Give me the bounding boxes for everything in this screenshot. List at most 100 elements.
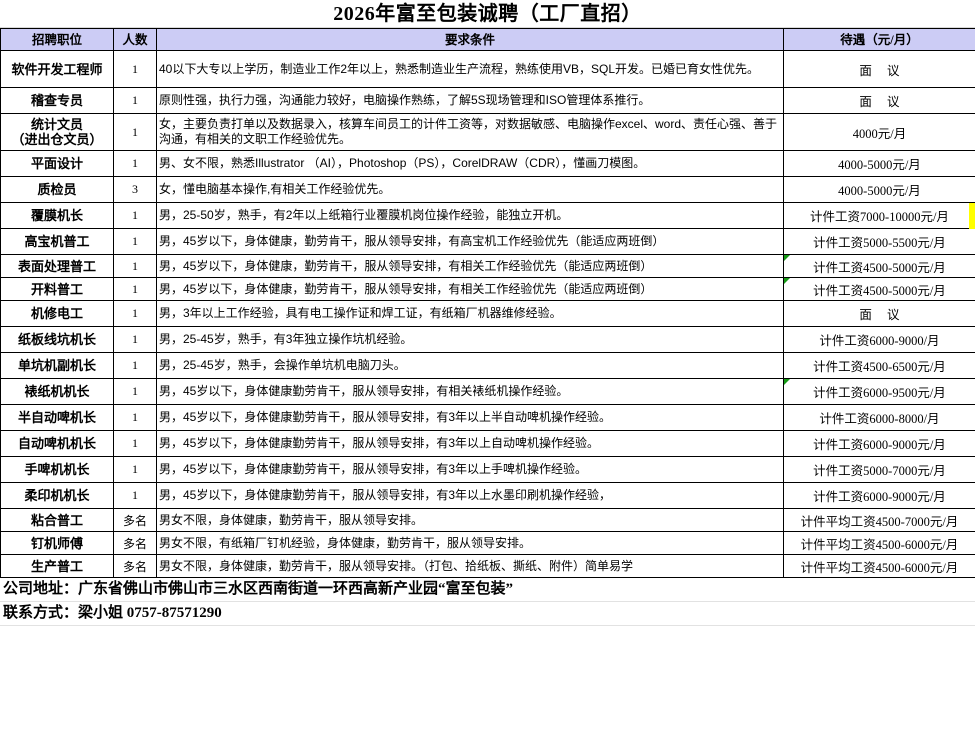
cell-headcount[interactable]: 1 bbox=[113, 50, 157, 88]
cell-headcount[interactable]: 3 bbox=[113, 176, 157, 203]
cell-requirements[interactable]: 男，25-50岁，熟手，有2年以上纸箱行业覆膜机岗位操作经验，能独立开机。 bbox=[156, 202, 784, 229]
cell-position[interactable]: 钉机师傅 bbox=[0, 531, 114, 555]
table-row[interactable]: 单坑机副机长 1 男，25-45岁，熟手，会操作单坑机电脑刀头。 计件工资4500-6… bbox=[0, 352, 975, 379]
cell-pay[interactable]: 4000-5000元/月 bbox=[783, 176, 975, 203]
cell-headcount[interactable]: 1 bbox=[113, 430, 157, 457]
table-row[interactable]: 粘合普工 多名 男女不限，身体健康，勤劳肯干，服从领导安排。 计件平均工资4500-7… bbox=[0, 508, 975, 532]
cell-requirements[interactable]: 40以下大专以上学历，制造业工作2年以上，熟悉制造业生产流程，熟练使用VB，SQ… bbox=[156, 50, 784, 88]
cell-position[interactable]: 裱纸机机长 bbox=[0, 378, 114, 405]
cell-position[interactable]: 纸板线坑机长 bbox=[0, 326, 114, 353]
cell-position[interactable]: 手啤机机长 bbox=[0, 456, 114, 483]
table-row[interactable]: 开料普工 1 男，45岁以下，身体健康，勤劳肯干，服从领导安排，有相关工作经验优先（… bbox=[0, 277, 975, 301]
cell-requirements[interactable]: 男、女不限，熟悉Illustrator （AI），Photoshop（PS），C… bbox=[156, 150, 784, 177]
cell-pay[interactable]: 计件工资6000-8000/月 bbox=[783, 404, 975, 431]
cell-position[interactable]: 单坑机副机长 bbox=[0, 352, 114, 379]
table-row[interactable]: 质检员 3 女，懂电脑基本操作,有相关工作经验优先。 4000-5000元/月 bbox=[0, 176, 975, 203]
cell-headcount[interactable]: 1 bbox=[113, 150, 157, 177]
cell-requirements[interactable]: 男，45岁以下，身体健康勤劳肯干，服从领导安排，有3年以上自动啤机操作经验。 bbox=[156, 430, 784, 457]
cell-pay[interactable]: 计件工资4500-5000元/月 bbox=[783, 254, 975, 278]
cell-pay[interactable]: 面 议 bbox=[783, 50, 975, 88]
cell-headcount[interactable]: 1 bbox=[113, 113, 157, 151]
cell-requirements[interactable]: 女，懂电脑基本操作,有相关工作经验优先。 bbox=[156, 176, 784, 203]
cell-headcount[interactable]: 1 bbox=[113, 228, 157, 255]
cell-pay[interactable]: 计件工资6000-9000元/月 bbox=[783, 430, 975, 457]
cell-position[interactable]: 粘合普工 bbox=[0, 508, 114, 532]
cell-headcount[interactable]: 1 bbox=[113, 456, 157, 483]
cell-pay[interactable]: 计件工资7000-10000元/月 bbox=[783, 202, 975, 229]
cell-pay[interactable]: 计件工资6000-9000/月 bbox=[783, 326, 975, 353]
cell-headcount[interactable]: 1 bbox=[113, 404, 157, 431]
cell-position[interactable]: 表面处理普工 bbox=[0, 254, 114, 278]
cell-position[interactable]: 半自动啤机长 bbox=[0, 404, 114, 431]
table-row[interactable]: 统计文员 （进出仓文员） 1 女，主要负责打单以及数据录入，核算车间员工的计件工资等… bbox=[0, 113, 975, 151]
cell-headcount[interactable]: 1 bbox=[113, 202, 157, 229]
cell-requirements[interactable]: 男女不限，身体健康，勤劳肯干，服从领导安排。 bbox=[156, 508, 784, 532]
table-row[interactable]: 手啤机机长 1 男，45岁以下，身体健康勤劳肯干，服从领导安排，有3年以上手啤机操作… bbox=[0, 456, 975, 483]
cell-position[interactable]: 软件开发工程师 bbox=[0, 50, 114, 88]
cell-requirements[interactable]: 男，45岁以下，身体健康，勤劳肯干，服从领导安排，有相关工作经验优先（能适应两班… bbox=[156, 277, 784, 301]
cell-position[interactable]: 开料普工 bbox=[0, 277, 114, 301]
cell-position[interactable]: 柔印机机长 bbox=[0, 482, 114, 509]
cell-headcount[interactable]: 1 bbox=[113, 482, 157, 509]
cell-position[interactable]: 覆膜机长 bbox=[0, 202, 114, 229]
cell-pay[interactable]: 计件工资4500-6500元/月 bbox=[783, 352, 975, 379]
cell-requirements[interactable]: 男，45岁以下，身体健康勤劳肯干，服从领导安排，有3年以上手啤机操作经验。 bbox=[156, 456, 784, 483]
cell-pay[interactable]: 计件工资4500-5000元/月 bbox=[783, 277, 975, 301]
cell-position[interactable]: 统计文员 （进出仓文员） bbox=[0, 113, 114, 151]
cell-position[interactable]: 质检员 bbox=[0, 176, 114, 203]
cell-requirements[interactable]: 男，45岁以下，身体健康勤劳肯干，服从领导安排，有相关裱纸机操作经验。 bbox=[156, 378, 784, 405]
table-row[interactable]: 平面设计 1 男、女不限，熟悉Illustrator （AI），Photoshop（… bbox=[0, 150, 975, 177]
cell-pay[interactable]: 计件工资5000-7000元/月 bbox=[783, 456, 975, 483]
cell-headcount[interactable]: 多名 bbox=[113, 531, 157, 555]
cell-requirements[interactable]: 女，主要负责打单以及数据录入，核算车间员工的计件工资等，对数据敏感、电脑操作ex… bbox=[156, 113, 784, 151]
cell-requirements[interactable]: 男，25-45岁，熟手，会操作单坑机电脑刀头。 bbox=[156, 352, 784, 379]
cell-requirements[interactable]: 男女不限，有纸箱厂钉机经验，身体健康，勤劳肯干，服从领导安排。 bbox=[156, 531, 784, 555]
cell-position[interactable]: 自动啤机机长 bbox=[0, 430, 114, 457]
cell-pay[interactable]: 计件平均工资4500-6000元/月 bbox=[783, 531, 975, 555]
cell-requirements[interactable]: 男，45岁以下，身体健康，勤劳肯干，服从领导安排，有高宝机工作经验优先（能适应两… bbox=[156, 228, 784, 255]
cell-headcount[interactable]: 1 bbox=[113, 326, 157, 353]
table-row[interactable]: 高宝机普工 1 男，45岁以下，身体健康，勤劳肯干，服从领导安排，有高宝机工作经验优… bbox=[0, 228, 975, 255]
cell-pay[interactable]: 4000元/月 bbox=[783, 113, 975, 151]
cell-headcount[interactable]: 1 bbox=[113, 87, 157, 114]
cell-requirements[interactable]: 男，45岁以下，身体健康，勤劳肯干，服从领导安排，有相关工作经验优先（能适应两班… bbox=[156, 254, 784, 278]
table-row[interactable]: 半自动啤机长 1 男，45岁以下，身体健康勤劳肯干，服从领导安排，有3年以上半自动啤… bbox=[0, 404, 975, 431]
cell-requirements[interactable]: 男，45岁以下，身体健康勤劳肯干，服从领导安排，有3年以上半自动啤机操作经验。 bbox=[156, 404, 784, 431]
cell-requirements[interactable]: 男，25-45岁，熟手，有3年独立操作坑机经验。 bbox=[156, 326, 784, 353]
cell-position[interactable]: 平面设计 bbox=[0, 150, 114, 177]
cell-requirements[interactable]: 男，45岁以下，身体健康勤劳肯干，服从领导安排，有3年以上水墨印刷机操作经验， bbox=[156, 482, 784, 509]
table-row[interactable]: 生产普工 多名 男女不限，身体健康，勤劳肯干，服从领导安排。（打包、拾纸板、撕纸、附… bbox=[0, 554, 975, 578]
cell-pay[interactable]: 计件工资6000-9000元/月 bbox=[783, 482, 975, 509]
table-row[interactable]: 机修电工 1 男，3年以上工作经验，具有电工操作证和焊工证，有纸箱厂机器维修经验。面… bbox=[0, 300, 975, 327]
cell-pay[interactable]: 面 议 bbox=[783, 300, 975, 327]
table-row[interactable]: 表面处理普工 1 男，45岁以下，身体健康，勤劳肯干，服从领导安排，有相关工作经验优… bbox=[0, 254, 975, 278]
cell-headcount[interactable]: 1 bbox=[113, 277, 157, 301]
cell-pay[interactable]: 计件工资5000-5500元/月 bbox=[783, 228, 975, 255]
cell-position[interactable]: 高宝机普工 bbox=[0, 228, 114, 255]
table-row[interactable]: 裱纸机机长 1 男，45岁以下，身体健康勤劳肯干，服从领导安排，有相关裱纸机操作经验… bbox=[0, 378, 975, 405]
table-row[interactable]: 软件开发工程师 1 40以下大专以上学历，制造业工作2年以上，熟悉制造业生产流程，熟… bbox=[0, 50, 975, 88]
cell-pay[interactable]: 4000-5000元/月 bbox=[783, 150, 975, 177]
table-row[interactable]: 柔印机机长 1 男，45岁以下，身体健康勤劳肯干，服从领导安排，有3年以上水墨印刷机… bbox=[0, 482, 975, 509]
cell-position[interactable]: 稽查专员 bbox=[0, 87, 114, 114]
table-row[interactable]: 稽查专员 1 原则性强，执行力强，沟通能力较好，电脑操作熟练，了解5S现场管理和IS… bbox=[0, 87, 975, 114]
cell-requirements[interactable]: 原则性强，执行力强，沟通能力较好，电脑操作熟练，了解5S现场管理和ISO管理体系… bbox=[156, 87, 784, 114]
table-row[interactable]: 自动啤机机长 1 男，45岁以下，身体健康勤劳肯干，服从领导安排，有3年以上自动啤机… bbox=[0, 430, 975, 457]
cell-pay[interactable]: 计件工资6000-9500元/月 bbox=[783, 378, 975, 405]
cell-pay[interactable]: 计件平均工资4500-7000元/月 bbox=[783, 508, 975, 532]
cell-headcount[interactable]: 1 bbox=[113, 378, 157, 405]
cell-headcount[interactable]: 多名 bbox=[113, 554, 157, 578]
cell-position[interactable]: 生产普工 bbox=[0, 554, 114, 578]
table-row[interactable]: 钉机师傅 多名 男女不限，有纸箱厂钉机经验，身体健康，勤劳肯干，服从领导安排。 计件平… bbox=[0, 531, 975, 555]
cell-position[interactable]: 机修电工 bbox=[0, 300, 114, 327]
cell-pay[interactable]: 面 议 bbox=[783, 87, 975, 114]
cell-requirements[interactable]: 男女不限，身体健康，勤劳肯干，服从领导安排。（打包、拾纸板、撕纸、附件）简单易学 bbox=[156, 554, 784, 578]
cell-headcount[interactable]: 1 bbox=[113, 352, 157, 379]
table-row[interactable]: 覆膜机长 1 男，25-50岁，熟手，有2年以上纸箱行业覆膜机岗位操作经验，能独立开… bbox=[0, 202, 975, 229]
cell-requirements[interactable]: 男，3年以上工作经验，具有电工操作证和焊工证，有纸箱厂机器维修经验。 bbox=[156, 300, 784, 327]
cell-headcount[interactable]: 多名 bbox=[113, 508, 157, 532]
cell-pay[interactable]: 计件平均工资4500-6000元/月 bbox=[783, 554, 975, 578]
cell-headcount[interactable]: 1 bbox=[113, 300, 157, 327]
table-row[interactable]: 纸板线坑机长 1 男，25-45岁，熟手，有3年独立操作坑机经验。 计件工资6000-… bbox=[0, 326, 975, 353]
cell-headcount[interactable]: 1 bbox=[113, 254, 157, 278]
